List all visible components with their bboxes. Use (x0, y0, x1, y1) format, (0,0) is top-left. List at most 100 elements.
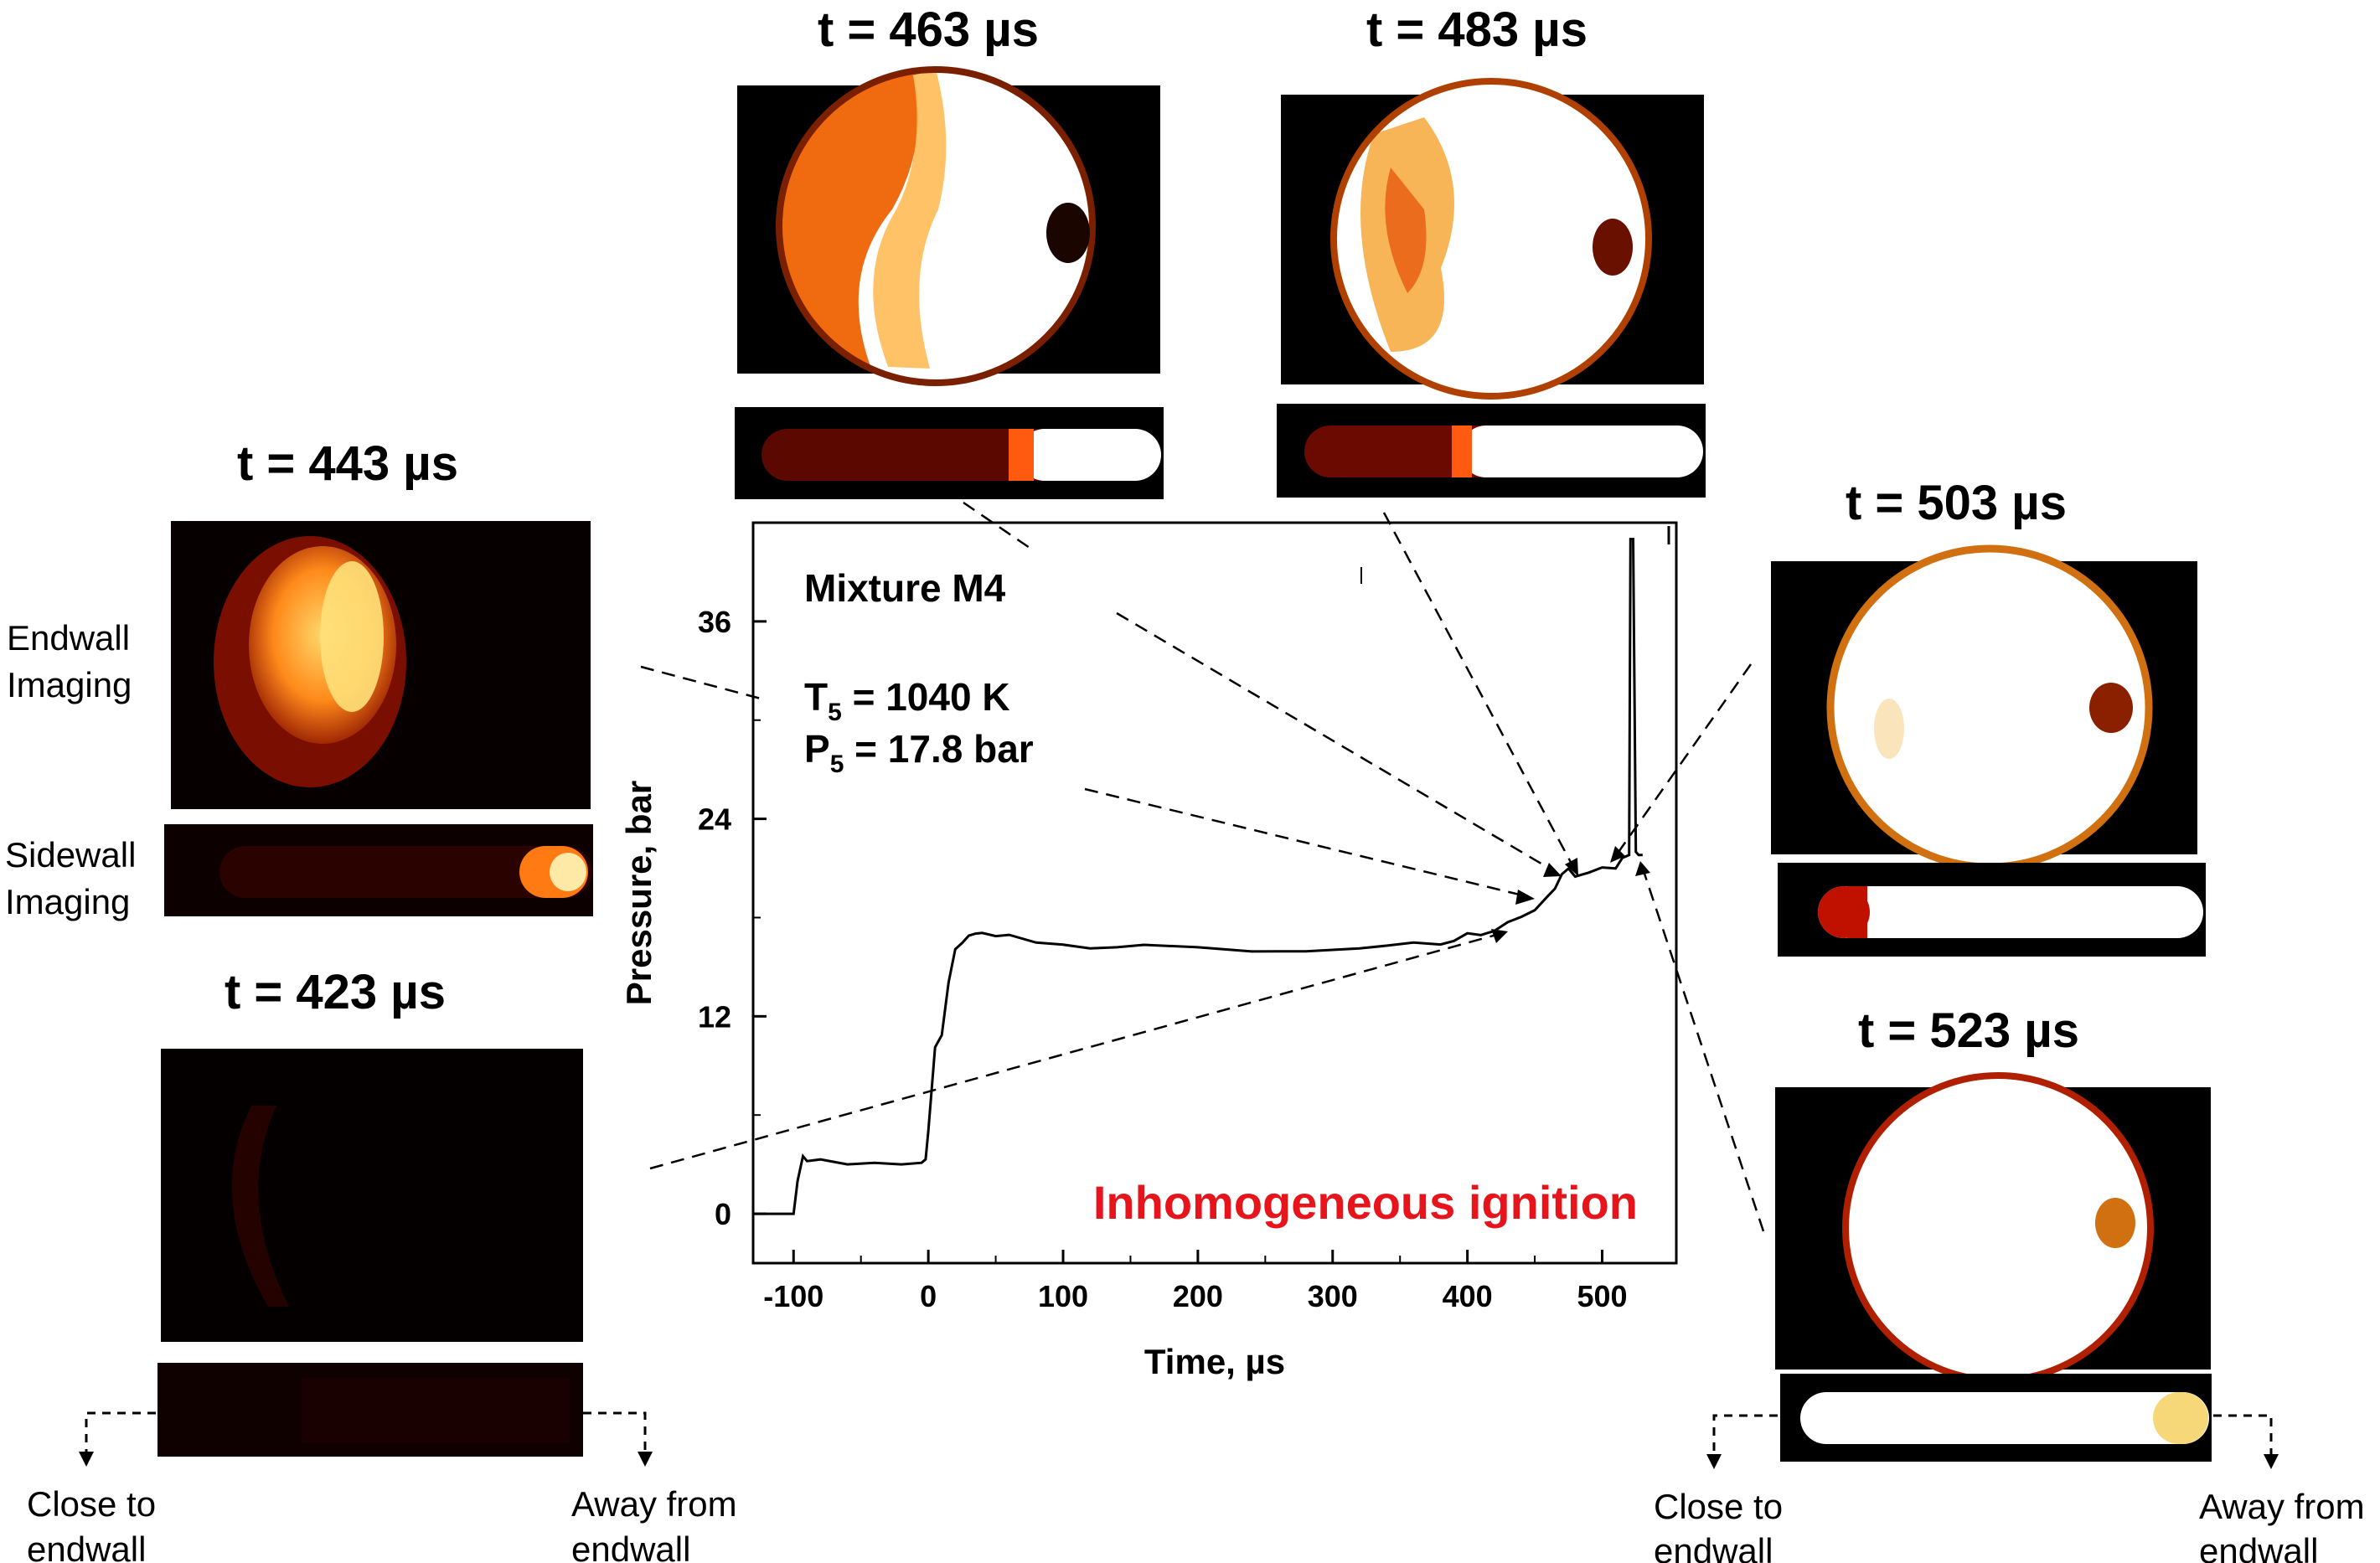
endwall-dark-spot (1593, 219, 1633, 276)
endwall-flame-left (779, 70, 936, 369)
close-to-endwall-label: Close to endwall (27, 1484, 166, 1563)
arrowhead (1543, 863, 1562, 877)
connector-483 (1382, 512, 1575, 868)
connector-arrowheads (1491, 846, 1650, 943)
endwall-imaging-line2: Imaging (7, 665, 132, 704)
p5-subscript: 5 (830, 751, 844, 778)
y-tick-label: 0 (715, 1197, 731, 1231)
frame-423 (157, 1049, 583, 1457)
frame-time-label: t = 503 µs (1846, 476, 2067, 530)
connector-463 (963, 501, 1033, 551)
close-label-line1: Close to (1654, 1487, 1783, 1526)
x-tick-label: -100 (763, 1279, 823, 1313)
p5-label: P5 = 17.8 bar (804, 727, 1034, 778)
t5-subscript: 5 (828, 699, 842, 726)
x-tick-label: 0 (920, 1279, 937, 1313)
sidewall-tube (1800, 1392, 2209, 1444)
endwall-image (161, 1049, 583, 1342)
sidewall-bright (1460, 426, 1703, 477)
x-axis-title: Time, µs (1144, 1342, 1285, 1381)
endwall-dark-spot (2095, 1198, 2135, 1248)
sidewall-bright-edge (1452, 426, 1472, 477)
endwall-disk (1846, 1076, 2150, 1380)
sidewall-tube (1818, 886, 2203, 938)
endwall-dim-glow (231, 1106, 289, 1307)
arrowhead (1565, 858, 1578, 876)
frame-523 (1775, 1072, 2212, 1462)
y-axis-title: Pressure, bar (619, 781, 658, 1006)
endwall-imaging-line1: Endwall (7, 618, 130, 658)
t5-label: T5 = 1040 K (804, 675, 1010, 726)
frame-time-label: t = 423 µs (225, 965, 446, 1019)
away-label-line2: endwall (571, 1529, 690, 1563)
sidewall-tube (219, 846, 592, 898)
pressure-chart: -100 0 100 200 300 400 500 0 12 24 36 Time, µs Pre… (619, 521, 1678, 1381)
away-marker-line (583, 1411, 647, 1452)
y-tick-label: 12 (698, 999, 731, 1034)
axis-ticks: -100 0 100 200 300 400 500 0 12 24 36 (698, 522, 1628, 1313)
connector-503 (1615, 663, 1753, 855)
frame-503 (1771, 544, 2206, 957)
away-label-line1: Away from (2199, 1487, 2365, 1526)
arrowhead (638, 1452, 653, 1467)
frame-time-label: t = 443 µs (237, 436, 458, 491)
close-marker-line (1712, 1414, 1778, 1454)
close-label-line1: Close to (27, 1484, 156, 1524)
mixture-label: Mixture M4 (804, 566, 1006, 610)
sidewall-imaging-line2: Imaging (5, 882, 130, 921)
sidewall-imaging-label: Sidewall Imaging (5, 835, 146, 921)
connector-lines (640, 501, 1765, 1232)
arrowhead (1706, 1454, 1722, 1469)
sidewall-bright (1019, 429, 1161, 481)
t5-value: = 1040 K (842, 675, 1010, 719)
endwall-glow-core (320, 561, 384, 712)
endwall-imaging-label: Endwall Imaging (7, 618, 140, 704)
p5-value: = 17.8 bar (844, 727, 1033, 771)
close-to-endwall-label: Close to endwall (1654, 1487, 1793, 1563)
close-label-line2: endwall (27, 1529, 146, 1563)
frame-time-label: t = 483 µs (1366, 3, 1588, 57)
connector-463b (1116, 611, 1555, 873)
endwall-rim (1330, 78, 1652, 400)
inhomogeneous-ignition-label: Inhomogeneous ignition (1093, 1176, 1638, 1229)
x-tick-label: 200 (1173, 1279, 1223, 1313)
x-tick-label: 400 (1443, 1279, 1493, 1313)
endwall-dark-spot (1046, 203, 1090, 263)
arrowhead (79, 1452, 94, 1467)
arrowhead (1515, 890, 1535, 905)
close-label-line2: endwall (1654, 1531, 1773, 1563)
frame-time-label: t = 463 µs (818, 3, 1039, 57)
connector-523 (1642, 870, 1765, 1232)
sidewall-bright-edge (1009, 429, 1034, 481)
x-tick-label: 300 (1308, 1279, 1358, 1313)
plot-frame (751, 521, 1678, 1265)
endwall-disk (1830, 549, 2149, 867)
sidewall-warm-end (2153, 1392, 2208, 1444)
frame-483 (1277, 78, 1706, 498)
connector-443 (640, 665, 761, 700)
x-tick-label: 500 (1577, 1279, 1627, 1313)
direction-arrowheads (79, 1452, 2279, 1469)
sidewall-imaging-line1: Sidewall (5, 835, 136, 874)
endwall-flame-core (1385, 168, 1427, 293)
endwall-direction-left (85, 1411, 2273, 1454)
connector-423 (649, 932, 1500, 1170)
arrowhead (1610, 846, 1625, 863)
x-tick-label: 100 (1038, 1279, 1088, 1313)
away-label-line1: Away from (571, 1484, 737, 1524)
arrowhead (1635, 861, 1650, 876)
y-tick-label: 36 (698, 605, 731, 639)
y-tick-label: 24 (698, 802, 731, 837)
sidewall-glow-core (550, 853, 586, 891)
arrowhead (1491, 929, 1508, 943)
endwall-flame-left-bright (873, 70, 947, 369)
frame-443 (164, 521, 593, 916)
away-label-line2: endwall (2199, 1531, 2318, 1563)
frame-463 (735, 66, 1164, 499)
endwall-pale-flame (1874, 699, 1904, 759)
away-marker-line (2213, 1414, 2273, 1454)
arrowhead (2264, 1454, 2279, 1469)
sidewall-dim-glow (302, 1378, 570, 1443)
endwall-rim (776, 66, 1096, 386)
